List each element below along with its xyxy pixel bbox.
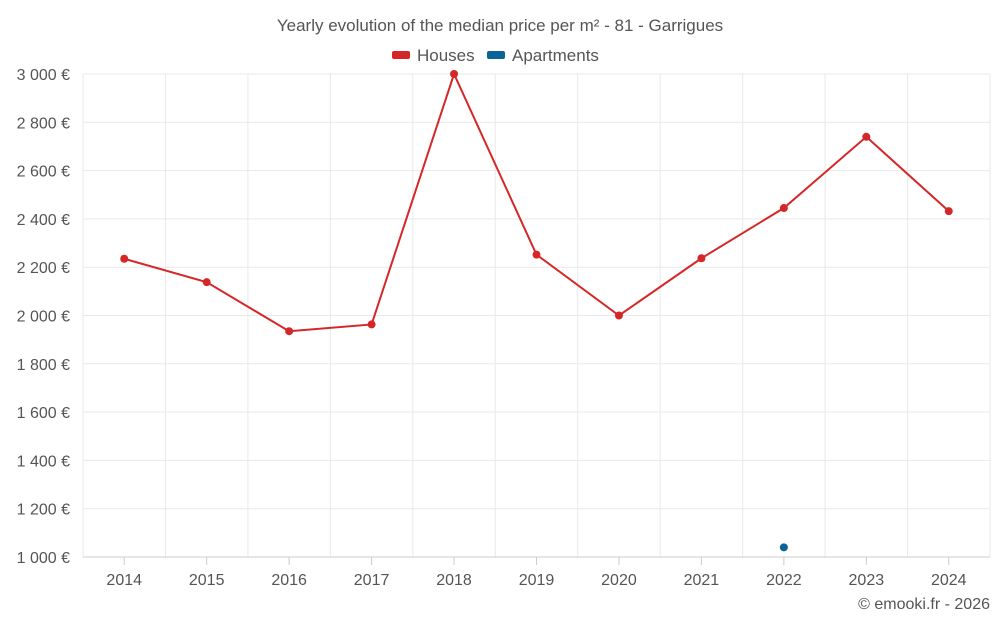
legend-label-houses: Houses xyxy=(417,46,475,65)
data-point-houses[interactable] xyxy=(614,311,623,320)
x-tick-label: 2022 xyxy=(766,572,802,589)
legend-label-apartments: Apartments xyxy=(512,46,599,65)
y-tick-label: 3 000 € xyxy=(17,67,70,84)
grid xyxy=(82,73,991,558)
x-tick-label: 2021 xyxy=(684,572,720,589)
legend-item-houses[interactable]: Houses xyxy=(392,46,475,65)
data-point-apartments[interactable] xyxy=(779,543,788,552)
data-point-houses[interactable] xyxy=(202,278,211,287)
legend-swatch-apartments xyxy=(487,51,505,59)
legend: Houses Apartments xyxy=(392,46,599,65)
data-point-houses[interactable] xyxy=(450,70,459,78)
y-tick-label: 1 200 € xyxy=(17,502,70,519)
data-point-houses[interactable] xyxy=(367,320,376,329)
x-tick-label: 2024 xyxy=(931,572,967,589)
y-tick-label: 2 800 € xyxy=(17,115,70,132)
y-tick-label: 1 800 € xyxy=(17,357,70,374)
x-tick-label: 2019 xyxy=(519,572,555,589)
x-tick-label: 2020 xyxy=(601,572,637,589)
data-point-houses[interactable] xyxy=(779,204,788,213)
chart-title: Yearly evolution of the median price per… xyxy=(277,16,723,35)
legend-swatch-houses xyxy=(392,51,410,59)
credit: © emooki.fr - 2026 xyxy=(858,596,990,613)
series xyxy=(120,70,953,552)
y-tick-label: 2 400 € xyxy=(17,212,70,229)
x-axis-ticks: 2014 2015 2016 2017 2018 2019 2020 2021 2022 2023… xyxy=(106,557,967,589)
y-tick-label: 2 200 € xyxy=(17,260,70,277)
y-tick-label: 2 600 € xyxy=(17,164,70,181)
data-point-houses[interactable] xyxy=(862,132,871,141)
data-point-houses[interactable] xyxy=(697,254,706,263)
y-tick-label: 1 400 € xyxy=(17,453,70,470)
x-tick-label: 2017 xyxy=(354,572,390,589)
x-tick-label: 2023 xyxy=(849,572,885,589)
legend-item-apartments[interactable]: Apartments xyxy=(487,46,599,65)
data-point-houses[interactable] xyxy=(532,250,541,259)
data-point-houses[interactable] xyxy=(944,207,953,216)
x-tick-label: 2014 xyxy=(106,572,142,589)
y-tick-label: 1 000 € xyxy=(17,550,70,567)
data-point-houses[interactable] xyxy=(120,254,129,263)
x-tick-label: 2018 xyxy=(436,572,472,589)
x-tick-label: 2015 xyxy=(189,572,225,589)
y-tick-label: 2 000 € xyxy=(17,309,70,326)
y-tick-label: 1 600 € xyxy=(17,405,70,422)
y-axis-ticks: 1 000 € 1 200 € 1 400 € 1 600 € 1 800 € 2 000… xyxy=(17,67,70,567)
data-point-houses[interactable] xyxy=(285,327,294,336)
x-tick-label: 2016 xyxy=(271,572,307,589)
